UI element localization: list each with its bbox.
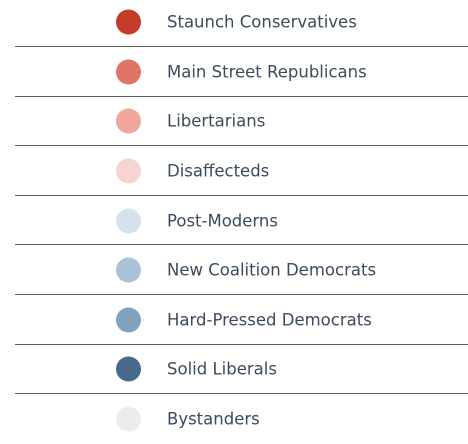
legend-row: Hard-Pressed Democrats: [0, 295, 468, 345]
legend-label: Staunch Conservatives: [167, 12, 357, 32]
legend-label: Libertarians: [167, 111, 266, 131]
separator: [15, 393, 468, 395]
legend: Staunch Conservatives Main Street Republi…: [0, 0, 468, 432]
legend-label: Disaffecteds: [167, 161, 270, 181]
separator: [15, 46, 468, 48]
legend-swatch: [116, 158, 141, 184]
legend-swatch: [116, 356, 141, 382]
separator: [15, 194, 468, 196]
legend-row: Post-Moderns: [0, 196, 468, 246]
legend-swatch: [116, 208, 141, 234]
legend-row: Disaffecteds: [0, 146, 468, 196]
legend-label: Post-Moderns: [167, 211, 278, 231]
legend-swatch: [116, 307, 141, 333]
legend-row: Main Street Republicans: [0, 47, 468, 97]
legend-label: Bystanders: [167, 409, 260, 429]
legend-row: Staunch Conservatives: [0, 0, 468, 48]
legend-label: New Coalition Democrats: [167, 260, 377, 280]
legend-label: Hard-Pressed Democrats: [167, 310, 372, 330]
legend-swatch: [116, 108, 141, 134]
separator: [15, 95, 468, 97]
legend-swatch: [116, 59, 141, 85]
separator: [15, 145, 468, 147]
separator: [15, 343, 468, 345]
separator: [15, 244, 468, 246]
legend-row: Solid Liberals: [0, 345, 468, 395]
legend-swatch: [116, 406, 141, 432]
separator: [15, 294, 468, 296]
legend-row: New Coalition Democrats: [0, 246, 468, 296]
legend-swatch: [116, 9, 141, 35]
legend-row: Libertarians: [0, 97, 468, 147]
legend-label: Solid Liberals: [167, 359, 277, 379]
legend-row: Bystanders: [0, 394, 468, 444]
legend-label: Main Street Republicans: [167, 62, 367, 82]
legend-swatch: [116, 257, 141, 283]
